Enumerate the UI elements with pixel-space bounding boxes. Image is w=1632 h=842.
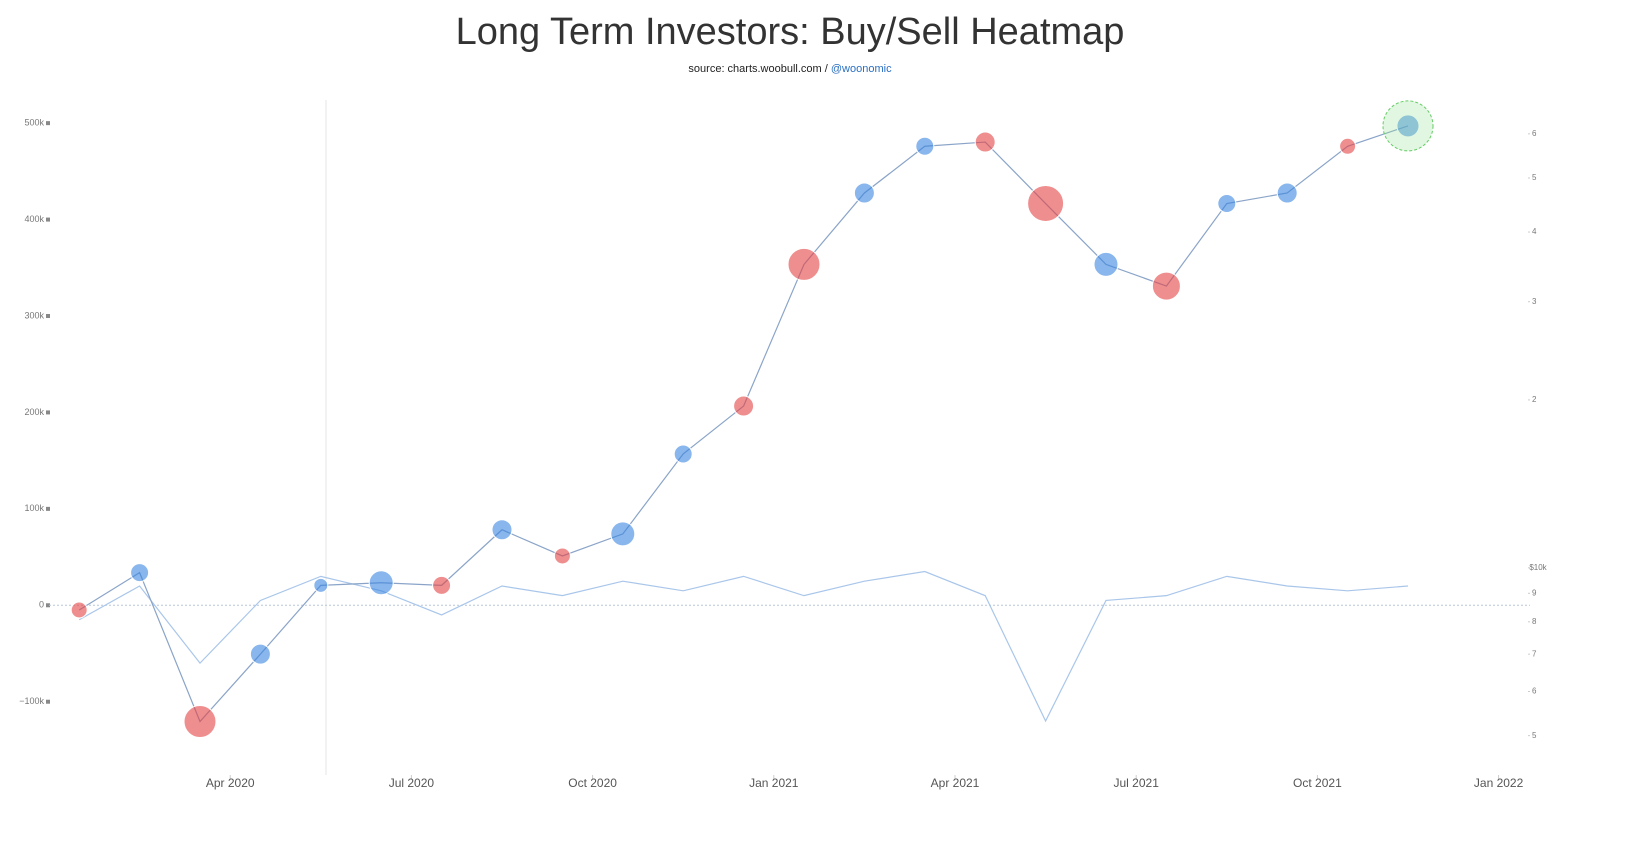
x-tick-label: Jul 2020 [389,776,435,790]
y-tick [46,410,50,415]
subtitle: source: charts.woobull.com / @woonomic [688,63,892,75]
bubble [787,247,821,281]
y2-tick-label: 2 [1532,395,1537,404]
x-tick-label: Jan 2022 [1474,776,1524,790]
x-tick-label: Jul 2021 [1114,776,1160,790]
y-tick [46,699,50,704]
bubble [249,643,271,665]
y2-tick-label: 6 [1532,687,1537,696]
chart-title: Long Term Investors: Buy/Sell Heatmap [456,11,1125,53]
y-tick-label: 0 [39,600,44,610]
y-tick-label: 300k [24,310,44,320]
x-tick-label: Oct 2020 [568,776,617,790]
bubble [1396,114,1420,138]
y-tick [46,603,50,608]
bubble [70,601,88,619]
y-tick [46,314,50,318]
bubble [1339,137,1357,155]
y-tick [46,121,50,126]
bubble [733,395,755,417]
bubble [1276,182,1298,204]
handle[interactable]: @woonomic [831,63,892,75]
bubble [610,521,636,547]
source: source: charts.woobull.com / [688,63,830,75]
bubble [368,570,394,596]
x-tick-label: Apr 2020 [206,776,255,790]
y-tick-label: 100k [24,503,44,513]
y-tick-label: −100k [19,696,44,706]
bubble [313,577,329,593]
y2-tick-label: 5 [1532,173,1537,182]
y2-tick-label: 6 [1532,129,1537,138]
bubble [553,547,571,565]
bubble [130,563,150,583]
y2-tick-label: 9 [1532,588,1537,597]
bubble [974,131,996,153]
bubble [491,519,513,541]
y-tick [46,217,50,222]
y-tick-label: 400k [24,214,44,224]
bubble [1093,251,1119,277]
series-line [78,125,1409,723]
bubble [915,136,935,156]
y2-tick-label: 3 [1532,297,1537,306]
y-tick-label: 200k [24,407,44,417]
y2-tick-label: 5 [1532,731,1537,740]
y2-tick-label: 7 [1532,649,1537,658]
y2-tick-label: $10k [1529,563,1547,572]
bubble [1151,271,1181,301]
x-tick-label: Apr 2021 [931,776,980,790]
bubble [853,182,875,204]
bubble [673,444,693,464]
bubble [1217,194,1237,214]
y2-tick-label: 8 [1532,617,1537,626]
x-tick-label: Jan 2021 [749,776,799,790]
y-tick-label: 500k [24,118,44,128]
highlight [1382,100,1434,152]
bubble [1027,185,1065,223]
y-tick [46,506,50,511]
bubble [183,705,217,739]
bubble [432,575,452,595]
x-tick-label: Oct 2021 [1293,776,1342,790]
series-line [78,570,1409,723]
y2-tick-label: 4 [1532,227,1537,236]
